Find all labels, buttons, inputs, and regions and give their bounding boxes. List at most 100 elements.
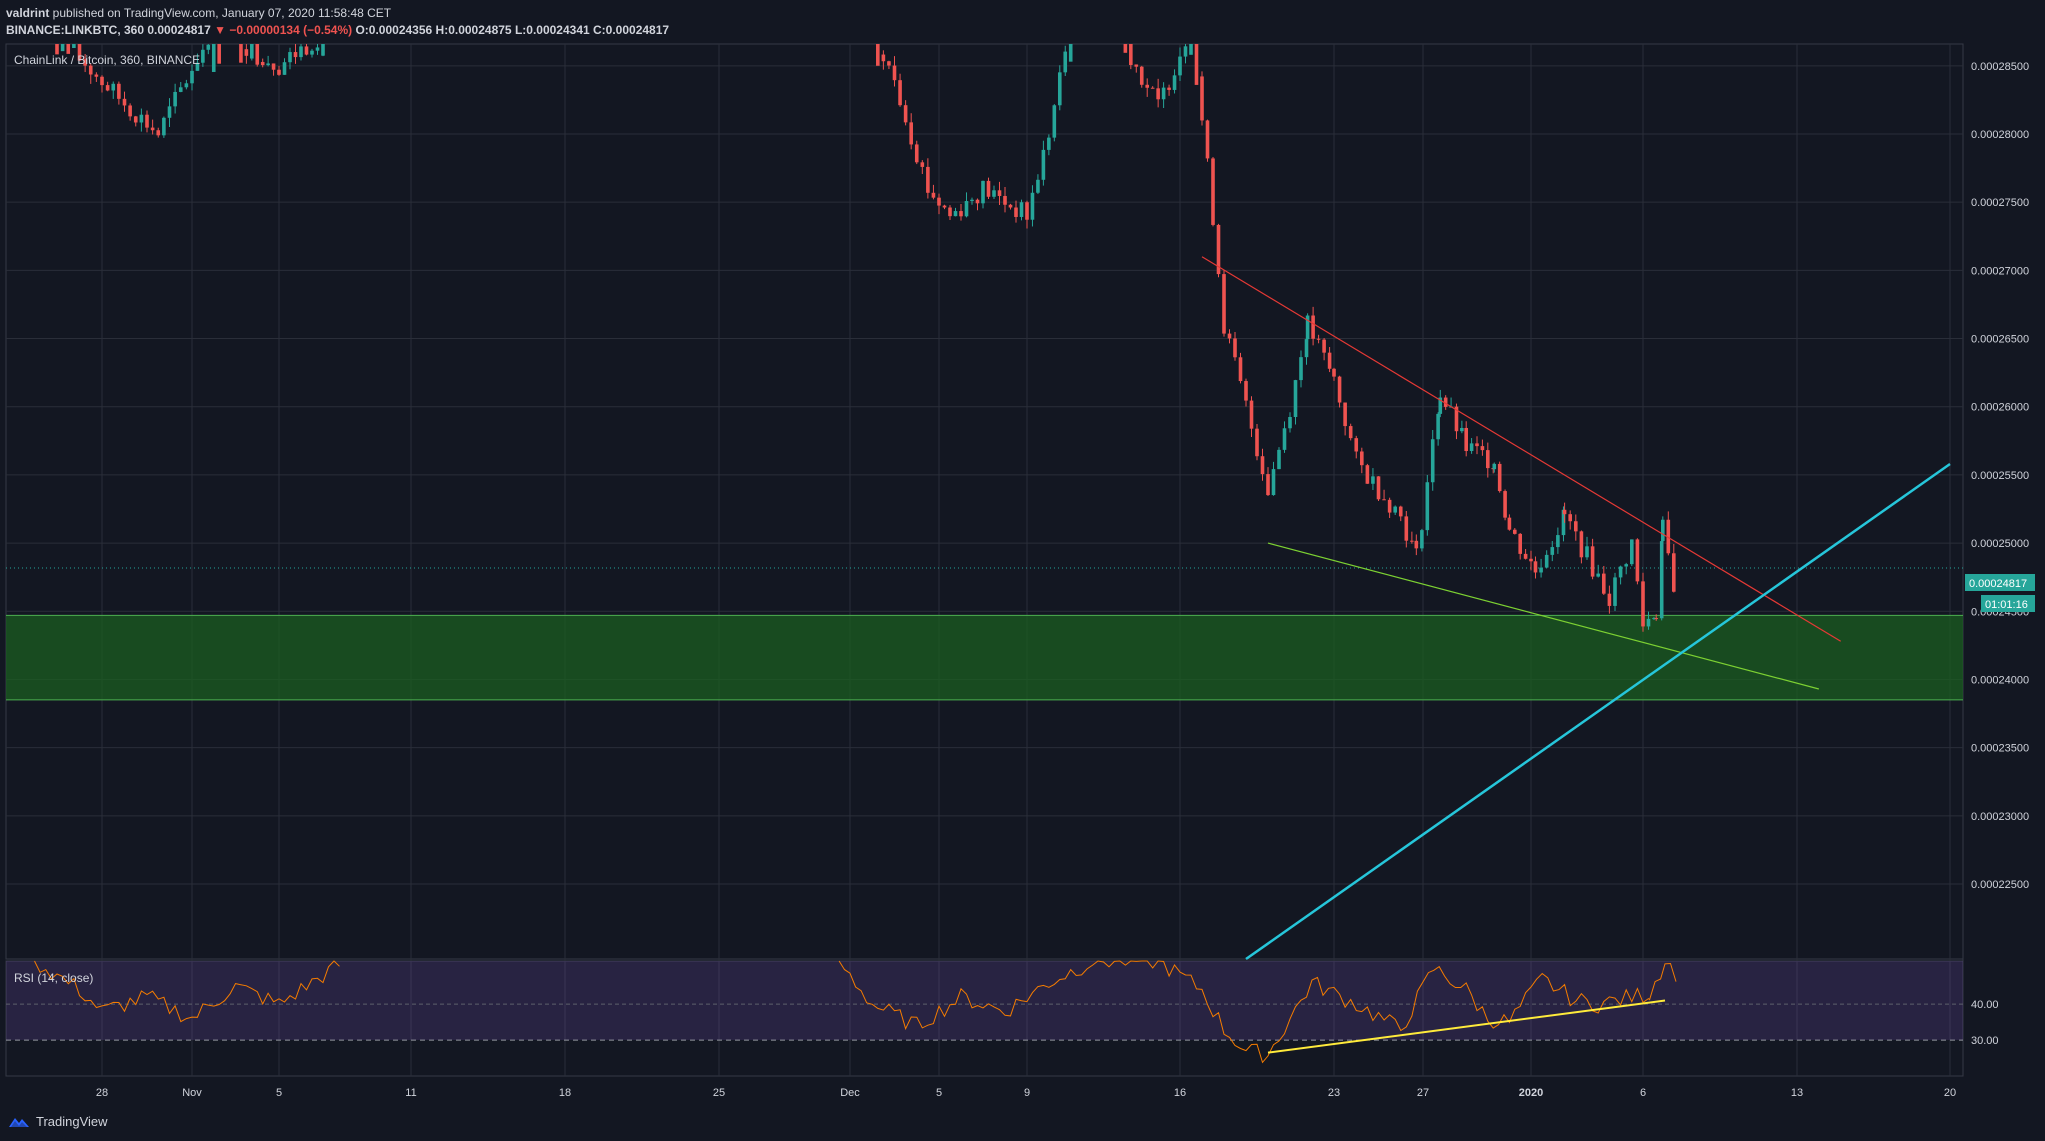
price-tick-label: 0.00025500	[1971, 470, 2029, 482]
time-tick-label: 23	[1328, 1087, 1340, 1099]
candle-body	[1134, 64, 1139, 67]
candle-body	[1211, 158, 1215, 225]
candle-body	[1646, 618, 1651, 627]
candle-body	[926, 166, 930, 193]
candle-body	[288, 52, 292, 63]
author-name[interactable]: valdrint	[6, 6, 50, 20]
candle-body	[1129, 44, 1133, 65]
candle-body	[1659, 541, 1664, 619]
candle-body	[992, 190, 996, 197]
low-value: L:0.00024341	[514, 23, 590, 37]
price-axis[interactable]: 0.00028500 0.00028000 0.00027500 0.00027000…	[1971, 61, 2029, 891]
candle-body	[1410, 540, 1414, 542]
tradingview-logo[interactable]: TradingView	[8, 1114, 108, 1129]
price-change: −0.00000134 (−0.54%)	[229, 23, 353, 37]
candle-body	[1348, 426, 1353, 439]
candle-body	[975, 199, 980, 204]
rsi-line	[838, 960, 1677, 1064]
candle-body	[266, 63, 270, 66]
rsi-indicator: 40.00 30.00	[6, 960, 1999, 1064]
candle-body	[1305, 315, 1310, 340]
candle-body	[964, 201, 969, 217]
candle-body	[1150, 87, 1155, 89]
candle-body	[1518, 533, 1522, 554]
candle-body	[77, 44, 82, 61]
candle-body	[1661, 519, 1665, 542]
chart-header: valdrint published on TradingView.com, J…	[0, 0, 2045, 42]
candle-body	[1014, 207, 1018, 217]
candle-body	[1607, 593, 1612, 606]
candle-body	[1503, 491, 1507, 518]
rsi-line	[34, 960, 340, 1023]
candle-body	[1189, 44, 1193, 55]
candle-body	[201, 49, 205, 63]
candle-body	[88, 65, 93, 75]
time-tick-label: 11	[405, 1087, 416, 1099]
candle-body	[1260, 456, 1265, 475]
candle-body	[1486, 450, 1490, 469]
candle-body	[881, 54, 886, 62]
candle-body	[66, 44, 71, 54]
candles	[55, 44, 1676, 632]
price-tick-label: 0.00022500	[1971, 879, 2029, 891]
candle-body	[1613, 577, 1617, 606]
candle-body	[1556, 535, 1560, 548]
support-zone	[6, 567, 1963, 701]
candle-body	[128, 105, 132, 117]
time-tick-label: 28	[96, 1087, 108, 1099]
green-trendline	[1267, 542, 1820, 690]
candle-body	[1618, 566, 1623, 578]
candle-body	[1672, 553, 1676, 592]
candle-body	[1343, 402, 1347, 427]
candle-body	[1311, 315, 1315, 339]
candle-body	[1293, 380, 1298, 418]
candle-body	[1277, 449, 1281, 470]
candle-body	[1360, 451, 1364, 466]
candle-body	[156, 130, 161, 136]
candle-body	[1464, 427, 1468, 452]
candle-body	[145, 114, 149, 128]
candle-body	[1635, 539, 1640, 582]
candle-body	[111, 83, 116, 91]
candle-body	[1641, 581, 1645, 627]
candle-body	[1596, 573, 1600, 577]
candle-body	[1430, 439, 1435, 483]
candle-body	[931, 192, 936, 198]
candle-body	[72, 44, 76, 49]
candle-body	[94, 74, 99, 77]
candle-body	[133, 116, 138, 123]
candle-body	[1057, 72, 1062, 106]
chart-legend[interactable]: ChainLink / Bitcoin, 360, BINANCE	[14, 53, 200, 67]
candle-body	[1008, 204, 1013, 208]
high-value: H:0.00024875	[435, 23, 512, 37]
candle-body	[1539, 567, 1543, 573]
candle-body	[1376, 476, 1381, 500]
candle-body	[1172, 75, 1177, 90]
candle-body	[1562, 509, 1567, 515]
candle-body	[271, 63, 276, 70]
rsi-legend[interactable]: RSI (14, close)	[14, 971, 93, 985]
candle-body	[55, 44, 59, 55]
candle-body	[1025, 202, 1029, 220]
candle-body	[1036, 179, 1040, 193]
candle-body	[1271, 469, 1276, 496]
candle-body	[1443, 397, 1448, 407]
candle-body	[1003, 195, 1007, 205]
price-tick-label: 0.00023000	[1971, 811, 2029, 823]
candle-body	[876, 44, 880, 66]
candle-body	[1304, 339, 1309, 358]
candle-body	[239, 44, 243, 63]
publish-text: published on TradingView.com, January 07…	[49, 6, 392, 20]
candle-body	[195, 62, 200, 71]
candle-body	[903, 105, 908, 123]
rsi-pane[interactable]	[5, 960, 1964, 1077]
candle-body	[304, 46, 309, 55]
candle-body	[217, 44, 221, 64]
candle-body	[1480, 446, 1485, 451]
candle-body	[105, 85, 110, 91]
candle-body	[948, 207, 952, 217]
rsi-level-label: 40.00	[1971, 999, 1999, 1011]
time-axis[interactable]: 28 Nov 5 11 18 25 Dec 5 9 16 23 27 2020 6 13 20	[96, 1087, 1956, 1099]
time-tick-label: 27	[1417, 1087, 1429, 1099]
